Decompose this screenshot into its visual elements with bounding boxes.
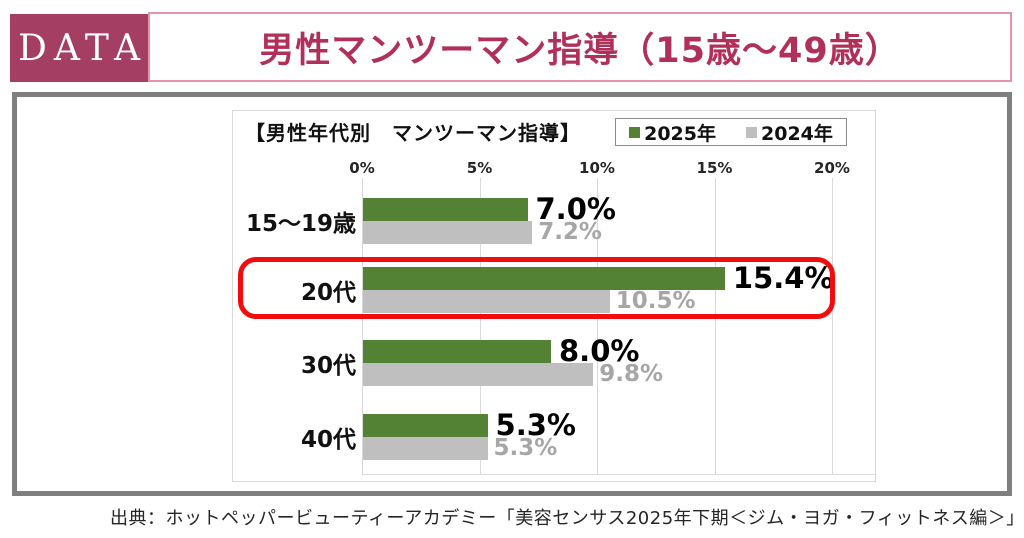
legend-label: 2025年 bbox=[644, 122, 716, 145]
x-axis-tick-label: 0% bbox=[349, 159, 375, 177]
data-badge-label: DATA bbox=[18, 27, 147, 69]
value-label-2024: 9.8% bbox=[599, 361, 664, 387]
value-label-2025: 7.0% bbox=[535, 192, 616, 226]
legend-item-2025年: 2025年 bbox=[629, 119, 716, 146]
bar-2025 bbox=[363, 340, 551, 363]
chart-legend: 2025年 2024年 bbox=[615, 118, 847, 146]
value-label-2024: 5.3% bbox=[493, 435, 558, 461]
bar-2024 bbox=[363, 363, 594, 386]
category-label: 20代 bbox=[300, 280, 356, 306]
gridline bbox=[479, 178, 481, 474]
bar-2024 bbox=[363, 290, 610, 313]
value-label-2024: 10.5% bbox=[615, 288, 696, 314]
source-caption: 出典：ホットペッパービューティーアカデミー「美容センサス2025年下期＜ジム・ヨ… bbox=[110, 508, 1024, 529]
plot-frame bbox=[232, 110, 876, 482]
x-axis-tick-label: 10% bbox=[579, 159, 615, 177]
value-label-2025: 5.3% bbox=[495, 408, 576, 442]
bar-2024 bbox=[363, 437, 488, 460]
x-axis-baseline bbox=[362, 474, 876, 475]
category-label: 30代 bbox=[300, 353, 356, 379]
bar-2025 bbox=[363, 198, 528, 221]
x-axis-tick-label: 5% bbox=[466, 159, 493, 177]
highlight-box-20s bbox=[238, 257, 835, 319]
value-label-2024: 7.2% bbox=[538, 219, 602, 245]
value-label-2025: 15.4% bbox=[732, 261, 834, 295]
gridline bbox=[362, 178, 363, 474]
bar-2025 bbox=[363, 414, 488, 437]
value-label-2025: 8.0% bbox=[559, 334, 640, 368]
gridline bbox=[832, 178, 833, 474]
gridline bbox=[714, 178, 716, 474]
x-axis-tick-label: 20% bbox=[814, 159, 850, 177]
page-title-box: 男性マンツーマン指導（15歳～49歳） bbox=[148, 12, 1012, 82]
chart-title: 【男性年代別 マンツーマン指導】 bbox=[245, 121, 581, 145]
category-label: 40代 bbox=[300, 427, 356, 453]
gridline bbox=[597, 178, 598, 474]
data-badge: DATA bbox=[10, 14, 148, 82]
page-title: 男性マンツーマン指導（15歳～49歳） bbox=[259, 30, 901, 71]
legend-swatch-icon bbox=[746, 126, 757, 138]
bar-2024 bbox=[363, 221, 533, 244]
bar-2025 bbox=[363, 267, 725, 290]
x-axis-tick-label: 15% bbox=[696, 159, 733, 177]
category-label: 15～19歳 bbox=[245, 211, 356, 237]
legend-swatch-icon bbox=[629, 126, 641, 138]
legend-label: 2024年 bbox=[761, 122, 833, 145]
legend-item-2024年: 2024年 bbox=[746, 119, 833, 146]
